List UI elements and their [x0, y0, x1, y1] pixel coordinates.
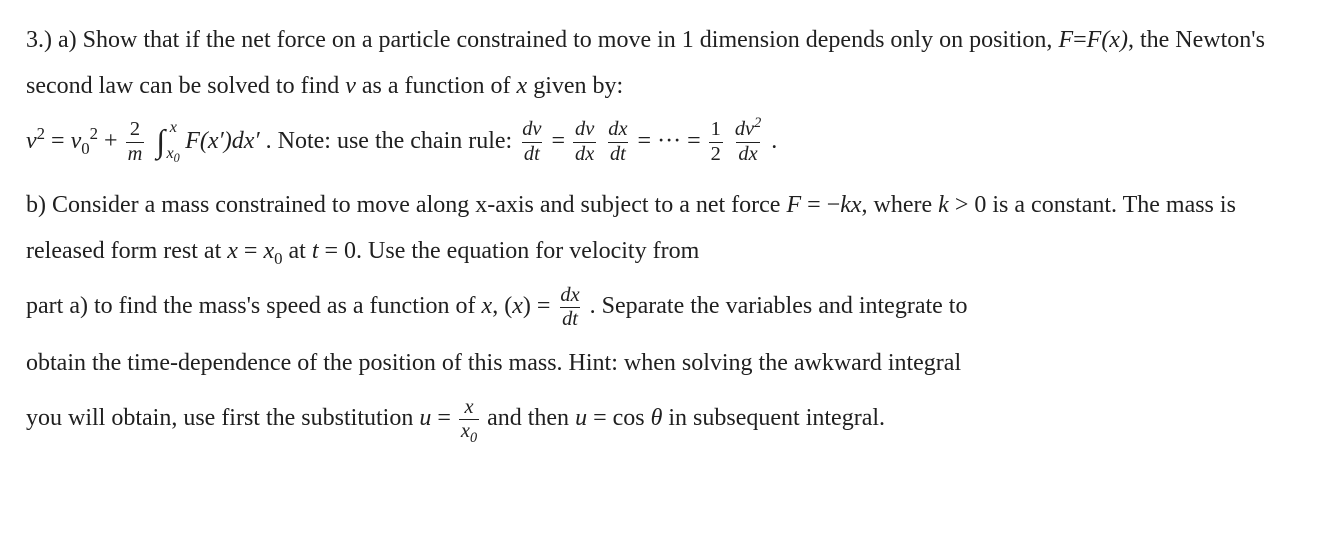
int-lower: x0	[166, 145, 179, 164]
eq3a-plus: +	[104, 119, 118, 165]
q3b-eqs3: = 0. Use the equation for velocity from	[318, 238, 699, 264]
q3b-p4a: you will obtain, use first the substitut…	[26, 405, 419, 431]
q3b-p2: part a) to find the mass's speed as a fu…	[26, 284, 1293, 330]
eq3a-v-exp: 2	[37, 124, 45, 143]
q3b-eq1: =	[801, 192, 827, 218]
q3b-kcond-gt: >	[949, 192, 975, 218]
eq3a-v0: v	[71, 128, 82, 154]
eq3a-eq3: =	[638, 119, 652, 165]
q3a-paragraph: 3.) a) Show that if the net force on a p…	[26, 18, 1293, 109]
q3b-p3-text: obtain the time-dependence of the positi…	[26, 350, 961, 376]
q3a-v: v	[345, 73, 356, 99]
eq3a-eq2: =	[551, 119, 565, 165]
eq3a-v: v	[26, 128, 37, 154]
eq3a-dt: dt	[522, 142, 542, 165]
int-upper: x	[170, 119, 177, 135]
eq3a-integrand: F(x′)dx′	[185, 119, 259, 165]
q3b-p2d: . Separate the variables and integrate t…	[590, 293, 968, 319]
q3b-p4b: and then	[487, 405, 575, 431]
q3b-u: u	[419, 405, 431, 431]
eq3a-frac-den: m	[126, 142, 145, 165]
q3a-eq: =	[1073, 27, 1087, 53]
eq3a-dv: dv	[520, 119, 543, 141]
eq3a-dots: ···	[657, 119, 681, 165]
int-symbol: ∫	[156, 124, 165, 160]
q3b-x0a: x	[263, 238, 274, 264]
q3a-tail3: given by:	[527, 73, 623, 99]
q3b-p1b: , where	[862, 192, 939, 218]
eq3a-dx-dt: dx dt	[606, 119, 629, 165]
eq3a-one: 1	[709, 119, 723, 141]
eq3a-v0-sub: 0	[81, 139, 89, 158]
q3b-x-over-x0: x x0	[459, 397, 479, 443]
eq3a-dx2: dx	[606, 119, 629, 141]
q3b-p1d: at	[282, 238, 311, 264]
eq3a-eq1: =	[51, 119, 65, 165]
q3b-p1: b) Consider a mass constrained to move a…	[26, 183, 1293, 274]
eq3a-lhs: v2	[26, 119, 45, 165]
eq3a-dx: dx	[573, 142, 596, 165]
q3b-p3: obtain the time-dependence of the positi…	[26, 341, 1293, 387]
eq3a-integral: ∫ x x0	[154, 126, 167, 158]
eq3a-dv-dt: dv dt	[520, 119, 543, 165]
q3a-tail2: as a function of	[356, 73, 517, 99]
q3b-dx: dx	[558, 285, 581, 307]
q3b-frtop: x	[462, 397, 475, 419]
q3b-p4c: in subsequent integral.	[662, 405, 885, 431]
q3b-eqs5: = cos	[587, 405, 651, 431]
q3a-lead: 3.) a) Show that if the net force on a p…	[26, 27, 1058, 53]
eq3a-dv2top: dv2	[733, 119, 763, 141]
eq3a-dot2: .	[771, 119, 777, 165]
eq3a-dv2: dv	[573, 119, 596, 141]
q3b-p1a: b) Consider a mass constrained to move a…	[26, 192, 786, 218]
q3b-frbot: x0	[459, 419, 479, 442]
q3b-u2: u	[575, 405, 587, 431]
eq3a-v0-exp: 2	[90, 124, 98, 143]
q3b-theta: θ	[651, 405, 663, 431]
q3b-dx-dt: dx dt	[558, 285, 581, 331]
eq3a-two: 2	[709, 142, 723, 165]
eq3a-frac-num: 2	[128, 119, 142, 141]
q3a-Fx: F(x)	[1087, 27, 1128, 53]
q3a-x: x	[517, 73, 528, 99]
eq3a-dv2-dx: dv2 dx	[733, 119, 763, 165]
q3b-xeq: x	[227, 238, 238, 264]
q3b-p2c: ) =	[523, 293, 557, 319]
q3b-eqs4: =	[431, 405, 457, 431]
q3b-minus: −	[827, 192, 841, 218]
q3b-eqs2: =	[238, 238, 264, 264]
eq3a-dot1: .	[266, 119, 272, 165]
eq3a-dv-dx: dv dx	[573, 119, 596, 165]
eq3a-note: Note: use the chain rule:	[278, 119, 513, 165]
eq3a-2-over-m: 2 m	[126, 119, 145, 165]
q3b-F: F	[786, 192, 801, 218]
q3b-x: x	[851, 192, 862, 218]
q3a-F: F	[1058, 27, 1073, 53]
q3b-dt: dt	[560, 307, 580, 330]
eq3a-eq4: =	[687, 119, 701, 165]
q3b-p2b: , (	[492, 293, 512, 319]
eq3a-v0sq: v02	[71, 119, 98, 165]
q3b-x2: x	[482, 293, 493, 319]
eq3a-dx3: dx	[736, 142, 759, 165]
eq3a-dt2: dt	[608, 142, 628, 165]
q3b-kcond-k: k	[938, 192, 949, 218]
integral-sign: ∫ x x0	[154, 126, 167, 158]
eq3a-half: 1 2	[709, 119, 723, 165]
q3b-p4: you will obtain, use first the substitut…	[26, 396, 1293, 442]
eq3a-line: v2 = v02 + 2 m ∫ x x0 F(x′)dx′ . Note: u…	[26, 119, 1293, 165]
q3b-x3: x	[512, 293, 523, 319]
q3b-p2a: part a) to find the mass's speed as a fu…	[26, 293, 482, 319]
q3b-k: k	[840, 192, 851, 218]
